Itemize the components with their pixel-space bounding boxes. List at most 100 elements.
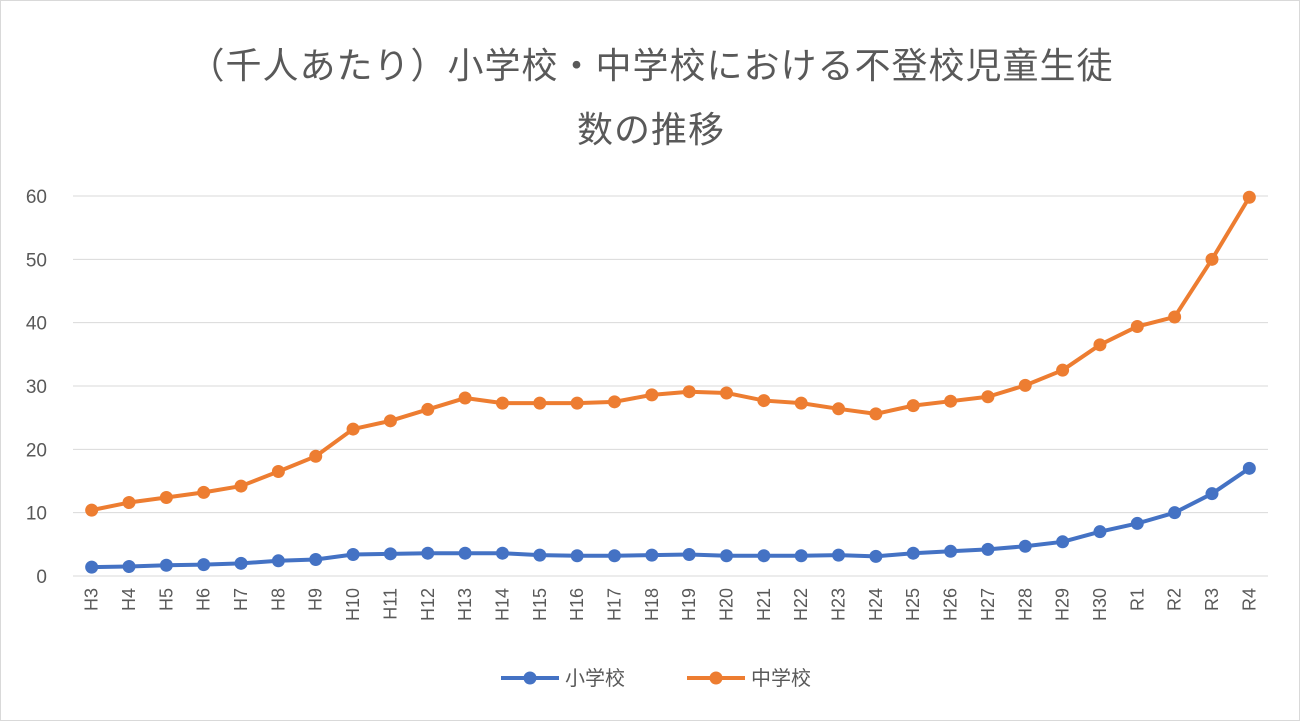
data-point-0-H26 — [944, 544, 958, 558]
data-point-0-R2 — [1168, 506, 1182, 520]
x-tick-label-H12: H12 — [418, 588, 438, 621]
x-tick-label-H4: H4 — [119, 588, 139, 611]
y-tick-label-60: 60 — [26, 187, 47, 208]
data-point-0-H10 — [346, 547, 360, 561]
series-line-0 — [89, 466, 1252, 570]
series-line-1 — [89, 195, 1252, 513]
data-point-0-H14 — [495, 546, 509, 560]
data-point-1-R4 — [1242, 190, 1256, 204]
data-point-1-H11 — [383, 414, 397, 428]
data-point-1-H25 — [906, 399, 920, 413]
y-tick-label-20: 20 — [26, 440, 47, 461]
data-point-1-H16 — [570, 396, 584, 410]
y-tick-label-10: 10 — [26, 504, 47, 525]
x-tick-label-H20: H20 — [717, 588, 737, 621]
data-point-0-H7 — [234, 556, 248, 570]
data-point-0-H4 — [122, 560, 136, 573]
data-point-0-H13 — [458, 546, 472, 560]
x-tick-label-R3: R3 — [1202, 588, 1222, 611]
data-point-1-H29 — [1056, 363, 1070, 377]
legend-marker-1 — [709, 671, 723, 685]
data-point-0-H17 — [607, 549, 621, 563]
data-point-1-H28 — [1018, 378, 1032, 392]
data-point-0-R4 — [1242, 461, 1256, 475]
y-tick-label-30: 30 — [26, 377, 47, 398]
chart-title-line1: （千人あたり）小学校・中学校における不登校児童生徒 — [188, 46, 1114, 87]
data-point-0-H9 — [309, 553, 323, 567]
x-tick-label-H17: H17 — [604, 588, 624, 621]
legend-label-1: 中学校 — [751, 666, 811, 690]
data-point-1-H27 — [981, 390, 995, 404]
data-point-1-H23 — [832, 402, 846, 416]
data-point-0-H24 — [869, 549, 883, 563]
legend-marker-0 — [523, 671, 537, 685]
data-point-1-H8 — [271, 465, 285, 478]
x-tick-label-H9: H9 — [306, 588, 326, 611]
data-point-0-H15 — [533, 548, 547, 562]
x-tick-label-H15: H15 — [530, 588, 550, 621]
data-point-1-H24 — [869, 407, 883, 421]
x-tick-label-H29: H29 — [1053, 588, 1073, 621]
x-tick-label-H13: H13 — [455, 588, 475, 621]
x-tick-label-H14: H14 — [492, 588, 512, 621]
x-tick-label-H18: H18 — [642, 588, 662, 621]
data-point-0-H29 — [1056, 535, 1070, 549]
data-point-0-H3 — [85, 560, 99, 574]
data-point-1-H7 — [234, 479, 248, 493]
data-point-1-H5 — [159, 490, 173, 504]
data-point-1-H14 — [495, 396, 509, 410]
x-tick-label-H10: H10 — [343, 588, 363, 621]
data-point-0-H6 — [197, 558, 211, 572]
data-point-0-H28 — [1018, 539, 1032, 553]
data-point-1-H13 — [458, 391, 472, 405]
data-point-0-H22 — [794, 549, 808, 563]
x-tick-label-H21: H21 — [754, 588, 774, 621]
data-point-1-R1 — [1130, 319, 1144, 333]
x-tick-label-H5: H5 — [156, 588, 176, 611]
data-point-1-R3 — [1205, 252, 1219, 266]
y-tick-label-40: 40 — [26, 314, 47, 335]
data-point-0-H20 — [720, 549, 734, 563]
data-point-1-H9 — [309, 449, 323, 463]
x-tick-label-H26: H26 — [941, 588, 961, 621]
chart-title-line2: 数の推移 — [576, 110, 725, 151]
x-tick-label-H22: H22 — [791, 588, 811, 621]
data-point-0-R1 — [1130, 516, 1144, 530]
data-point-0-H18 — [645, 548, 659, 562]
data-point-1-H20 — [720, 386, 734, 400]
x-tick-label-H11: H11 — [380, 588, 400, 620]
x-tick-label-H25: H25 — [903, 588, 923, 621]
x-tick-label-H30: H30 — [1090, 588, 1110, 621]
data-point-0-H11 — [383, 547, 397, 561]
data-point-0-H23 — [832, 548, 846, 562]
data-point-0-H16 — [570, 549, 584, 563]
data-point-1-H6 — [197, 485, 211, 499]
data-point-1-H30 — [1093, 338, 1107, 352]
data-point-0-H27 — [981, 542, 995, 556]
x-tick-label-R4: R4 — [1239, 588, 1259, 611]
data-point-1-H15 — [533, 396, 547, 410]
x-tick-label-H3: H3 — [82, 588, 102, 611]
x-tick-label-H27: H27 — [978, 588, 998, 621]
x-tick-label-H28: H28 — [1015, 588, 1035, 621]
data-point-0-R3 — [1205, 487, 1219, 501]
data-point-1-H4 — [122, 496, 136, 510]
x-tick-label-H24: H24 — [866, 588, 886, 621]
data-point-0-H12 — [421, 546, 435, 560]
data-point-0-H30 — [1093, 525, 1107, 539]
x-tick-label-H7: H7 — [231, 588, 251, 611]
x-tick-label-H8: H8 — [268, 588, 288, 611]
data-point-1-H22 — [794, 396, 808, 410]
data-point-1-H17 — [607, 395, 621, 409]
data-point-0-H21 — [757, 549, 771, 563]
y-tick-label-0: 0 — [36, 567, 47, 588]
x-tick-label-R2: R2 — [1165, 588, 1185, 611]
data-point-0-H25 — [906, 546, 920, 560]
data-point-1-H10 — [346, 422, 360, 436]
x-tick-label-R1: R1 — [1127, 588, 1147, 611]
data-point-1-H3 — [85, 503, 99, 517]
data-point-0-H19 — [682, 547, 696, 561]
x-tick-label-H16: H16 — [567, 588, 587, 621]
